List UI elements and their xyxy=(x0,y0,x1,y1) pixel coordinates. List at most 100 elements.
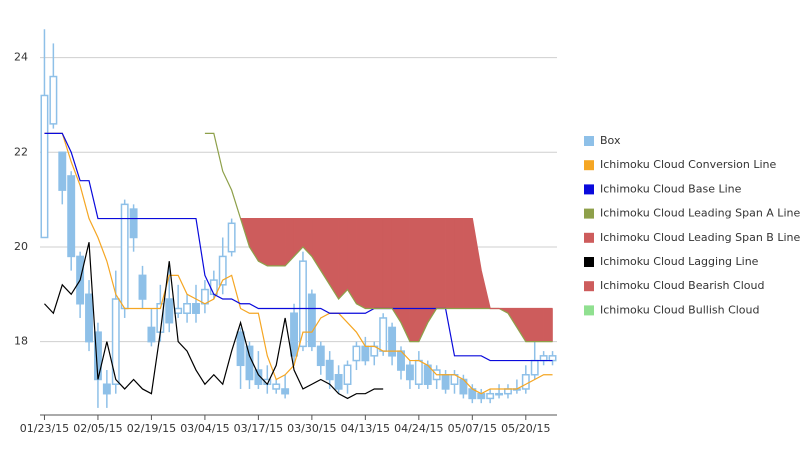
candle-body xyxy=(539,355,548,362)
legend-swatch xyxy=(584,208,594,219)
x-tick-label: 05/07/15 xyxy=(448,422,497,435)
candle-body xyxy=(290,312,299,357)
x-tick-label: 02/05/15 xyxy=(73,422,122,435)
legend-label: Ichimoku Cloud Bullish Cloud xyxy=(600,303,760,316)
candle-body xyxy=(521,374,530,390)
candle-body xyxy=(405,364,414,381)
candle-body xyxy=(58,151,67,191)
legend-label: Ichimoku Cloud Bearish Cloud xyxy=(600,279,764,292)
legend-swatch xyxy=(584,305,594,316)
cloud xyxy=(275,218,286,267)
cloud xyxy=(436,218,446,309)
x-tick-label: 04/13/15 xyxy=(341,422,390,435)
candle-body xyxy=(281,388,290,395)
legend-label: Box xyxy=(600,134,621,147)
legend-swatch xyxy=(584,257,594,267)
candle-body xyxy=(49,75,58,125)
candle-body xyxy=(504,388,512,395)
y-tick-label: 20 xyxy=(14,240,28,253)
cloud xyxy=(258,218,268,267)
legend-label: Ichimoku Cloud Lagging Line xyxy=(600,255,759,268)
legend-swatch xyxy=(584,281,594,292)
cloud xyxy=(293,218,304,258)
y-tick-label: 24 xyxy=(14,51,28,64)
x-tick-label: 02/19/15 xyxy=(127,422,176,435)
cloud xyxy=(445,218,455,309)
candle-body xyxy=(441,374,450,390)
y-tick-label: 22 xyxy=(14,145,28,158)
legend-label: Ichimoku Cloud Leading Span B Line xyxy=(600,231,800,244)
candle-body xyxy=(138,274,147,300)
cloud xyxy=(356,218,366,309)
candle-body xyxy=(414,359,423,385)
candle-body xyxy=(67,175,76,258)
candle-body xyxy=(325,359,334,381)
candle-body xyxy=(334,374,343,390)
candle-body xyxy=(236,331,245,367)
cloud xyxy=(454,218,464,309)
cloud xyxy=(525,308,535,342)
candle-body xyxy=(379,317,388,352)
candle-body xyxy=(40,94,49,239)
cloud xyxy=(427,218,437,324)
cloud xyxy=(284,218,295,267)
candle-body xyxy=(102,383,111,395)
candle-body xyxy=(147,326,156,343)
cloud xyxy=(391,218,402,324)
cloud xyxy=(463,218,473,309)
candle-body xyxy=(316,345,325,367)
candle-body xyxy=(218,255,227,286)
cloud xyxy=(365,218,375,309)
candle-body xyxy=(254,369,263,385)
legend-label: Ichimoku Cloud Conversion Line xyxy=(600,158,777,171)
candle-body xyxy=(477,392,486,400)
cloud xyxy=(516,308,527,343)
x-tick-label: 03/30/15 xyxy=(287,422,336,435)
candle-body xyxy=(85,293,93,343)
candle-body xyxy=(486,392,495,400)
candle-body xyxy=(227,222,236,253)
x-tick-label: 03/04/15 xyxy=(180,422,229,435)
candle-body xyxy=(352,345,361,362)
candle-body xyxy=(129,208,138,239)
candle-body xyxy=(388,326,397,357)
candle-body xyxy=(530,359,539,376)
candle-body xyxy=(548,355,557,362)
line xyxy=(44,242,384,400)
candle-body xyxy=(200,288,209,305)
candle-body xyxy=(245,345,254,381)
cloud xyxy=(409,218,420,342)
legend-swatch xyxy=(584,184,594,195)
line xyxy=(44,132,553,395)
cloud xyxy=(418,218,428,342)
candle-body xyxy=(174,307,183,314)
line xyxy=(240,217,553,310)
candle-body xyxy=(272,383,281,390)
legend-label: Ichimoku Cloud Base Line xyxy=(600,182,742,195)
cloud xyxy=(302,218,313,258)
x-tick-label: 01/23/15 xyxy=(20,422,69,435)
legend-swatch xyxy=(584,232,594,243)
candle-body xyxy=(298,260,307,348)
cloud xyxy=(338,218,348,300)
legend-label: Ichimoku Cloud Leading Span A Line xyxy=(600,207,800,220)
candle-body xyxy=(495,392,504,396)
candle-body xyxy=(111,298,120,385)
candle-body xyxy=(361,345,370,362)
y-tick-label: 18 xyxy=(14,335,28,348)
cloud xyxy=(382,218,393,309)
x-tick-label: 03/17/15 xyxy=(234,422,283,435)
candle-body xyxy=(183,303,192,314)
cloud xyxy=(267,218,277,267)
cloud xyxy=(400,218,411,342)
cloud xyxy=(374,218,384,309)
x-tick-label: 04/24/15 xyxy=(394,422,443,435)
x-tick-label: 05/20/15 xyxy=(501,422,550,435)
candle-body xyxy=(209,279,218,296)
cloud xyxy=(543,308,553,342)
cloud xyxy=(534,308,544,342)
legend-swatch xyxy=(584,136,594,146)
candle-body xyxy=(307,293,316,348)
legend-swatch xyxy=(584,160,594,171)
